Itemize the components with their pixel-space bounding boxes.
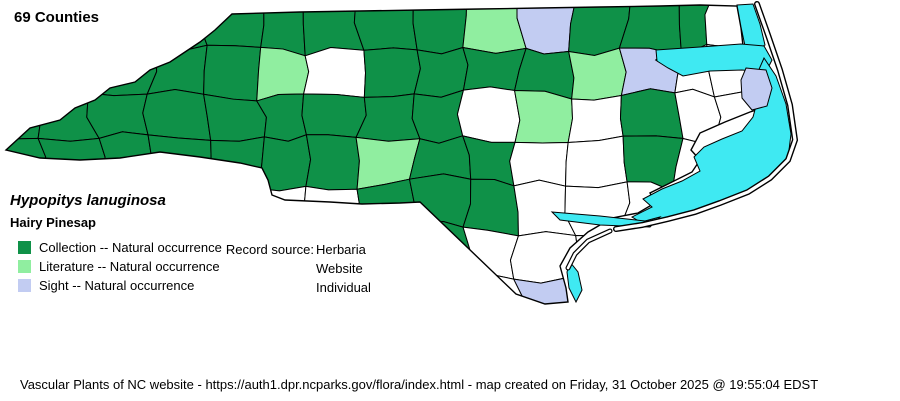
county-shape xyxy=(203,44,262,102)
record-source-herbaria: Herbaria xyxy=(316,242,366,257)
county-shape xyxy=(621,274,685,304)
county-shape xyxy=(705,226,776,281)
county-shape xyxy=(154,5,208,55)
county-shape xyxy=(303,185,361,236)
county-shape xyxy=(512,276,575,304)
county-shape xyxy=(509,141,569,187)
county-shape xyxy=(356,178,418,236)
county-shape xyxy=(672,225,714,280)
county-shape xyxy=(249,185,312,233)
county-shape xyxy=(256,46,310,102)
county-shape xyxy=(565,135,628,189)
county-shape xyxy=(568,47,627,101)
record-source-block: Record source: Herbaria Website Individu… xyxy=(226,240,371,297)
legend-item-label: Literature -- Natural occurrence xyxy=(39,259,220,274)
county-shape xyxy=(513,90,574,144)
county-shape xyxy=(6,135,47,191)
county-shape xyxy=(408,173,472,228)
south-banks xyxy=(566,229,612,270)
county-shape xyxy=(701,268,776,304)
legend-item-literature: Literature -- Natural occurrence xyxy=(18,257,222,276)
sight-color-swatch xyxy=(18,279,31,292)
legend-item-sight: Sight -- Natural occurrence xyxy=(18,276,222,295)
county-shape xyxy=(355,93,421,142)
water-bodies xyxy=(550,3,792,304)
county-shape xyxy=(409,271,474,304)
county-shape xyxy=(203,136,265,193)
county-shape xyxy=(198,5,265,48)
county-shape xyxy=(96,5,164,56)
county-shape xyxy=(305,134,360,191)
record-source-individual: Individual xyxy=(316,280,371,295)
county-shape xyxy=(678,268,712,304)
record-source-website: Website xyxy=(316,261,363,276)
nc-county-distribution-map xyxy=(4,1,799,305)
collection-color-swatch xyxy=(18,241,31,254)
county-shape xyxy=(146,44,208,95)
county-shape xyxy=(37,137,106,184)
county-shape xyxy=(619,88,684,140)
county-shape xyxy=(462,178,519,237)
county-shape xyxy=(143,134,212,189)
county-shape xyxy=(456,86,521,143)
legend: Collection -- Natural occurrence Literat… xyxy=(18,238,222,295)
county-shape xyxy=(254,271,310,304)
species-common-name: Hairy Pinesap xyxy=(10,215,96,230)
county-shape xyxy=(412,5,468,55)
species-scientific-name: Hypopitys lanuginosa xyxy=(10,192,166,209)
county-shape xyxy=(619,226,685,282)
record-source-label: Record source: xyxy=(225,242,314,257)
outer-banks xyxy=(614,2,797,231)
cape-fear-river xyxy=(566,260,583,304)
county-shape xyxy=(6,49,40,98)
county-shape xyxy=(353,5,418,51)
county-shape xyxy=(413,46,469,98)
county-shape xyxy=(462,226,520,280)
legend-item-label: Collection -- Natural occurrence xyxy=(39,240,222,255)
county-shape xyxy=(461,135,516,187)
legend-item-label: Sight -- Natural occurrence xyxy=(39,278,195,293)
county-shape xyxy=(363,47,421,98)
county-shape xyxy=(6,92,43,140)
county-shape xyxy=(255,134,312,192)
county-shape xyxy=(196,187,259,239)
county-shape xyxy=(301,93,367,138)
county-shape xyxy=(302,46,367,98)
county-shape xyxy=(409,221,471,275)
county-count-title: 69 Counties xyxy=(14,9,100,26)
county-shape xyxy=(32,46,98,100)
county-shape xyxy=(411,89,465,144)
county-shape xyxy=(142,89,212,141)
literature-color-swatch xyxy=(18,260,31,273)
county-shape xyxy=(567,94,624,144)
legend-item-collection: Collection -- Natural occurrence xyxy=(18,238,222,257)
footer-attribution: Vascular Plants of NC website - https://… xyxy=(20,377,819,392)
sound-side-sight-county xyxy=(740,67,773,111)
